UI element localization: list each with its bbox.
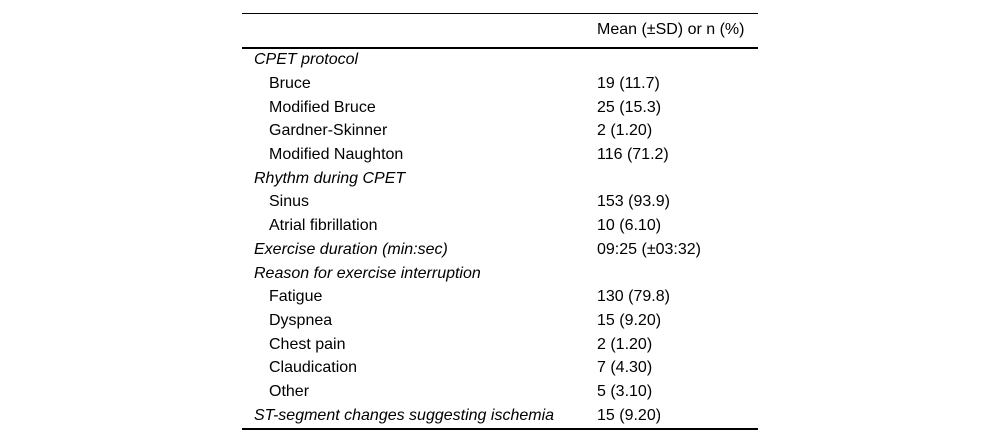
row-value: 15 (9.20) (597, 406, 662, 424)
row-label: Modified Naughton (269, 146, 404, 164)
row-label: Fatigue (269, 288, 323, 306)
cpet-summary-table: Mean (±SD) or n (%) CPET protocol Bruce … (242, 13, 758, 430)
table-row: Atrial fibrillation 10 (6.10) (242, 214, 758, 238)
table-row: CPET protocol (242, 49, 758, 73)
table-row: Reason for exercise interruption (242, 262, 758, 286)
row-value: 25 (15.3) (597, 98, 662, 116)
value-column-header: Mean (±SD) or n (%) (597, 21, 745, 39)
row-label: Reason for exercise interruption (254, 264, 481, 282)
row-value: 153 (93.9) (597, 193, 670, 211)
table-row: Fatigue 130 (79.8) (242, 285, 758, 309)
row-value: 116 (71.2) (597, 146, 669, 164)
row-value: 5 (3.10) (597, 382, 653, 400)
table-body: CPET protocol Bruce 19 (11.7) Modified B… (242, 49, 758, 428)
table-row: Sinus 153 (93.9) (242, 191, 758, 215)
row-label: Atrial fibrillation (269, 217, 378, 235)
row-value: 7 (4.30) (597, 359, 653, 377)
table-row: Modified Naughton 116 (71.2) (242, 143, 758, 167)
row-label: Modified Bruce (269, 98, 376, 116)
row-label: Gardner-Skinner (269, 122, 388, 140)
row-value: 19 (11.7) (597, 75, 660, 93)
table-row: Exercise duration (min:sec) 09:25 (±03:3… (242, 238, 758, 262)
table-row: Dyspnea 15 (9.20) (242, 309, 758, 333)
row-value: 15 (9.20) (597, 311, 662, 329)
table-row: Gardner-Skinner 2 (1.20) (242, 120, 758, 144)
row-label: Rhythm during CPET (254, 169, 406, 187)
row-value: 2 (1.20) (597, 122, 653, 140)
table-row: Modified Bruce 25 (15.3) (242, 96, 758, 120)
table-row: Other 5 (3.10) (242, 380, 758, 404)
row-label: Claudication (269, 359, 358, 377)
table-header-row: Mean (±SD) or n (%) (242, 14, 758, 49)
row-label: CPET protocol (254, 51, 359, 69)
row-value: 130 (79.8) (597, 288, 670, 306)
row-value: 10 (6.10) (597, 217, 662, 235)
row-label: Chest pain (269, 335, 346, 353)
row-label: Dyspnea (269, 311, 333, 329)
row-label: ST-segment changes suggesting ischemia (254, 406, 555, 424)
row-value: 09:25 (±03:32) (597, 240, 701, 258)
table-row: Claudication 7 (4.30) (242, 356, 758, 380)
table-row: Chest pain 2 (1.20) (242, 333, 758, 357)
row-label: Sinus (269, 193, 310, 211)
table-row: Rhythm during CPET (242, 167, 758, 191)
row-value: 2 (1.20) (597, 335, 653, 353)
row-label: Other (269, 382, 310, 400)
row-label: Exercise duration (min:sec) (254, 240, 448, 258)
table-row: Bruce 19 (11.7) (242, 72, 758, 96)
table-row: ST-segment changes suggesting ischemia 1… (242, 404, 758, 428)
row-label: Bruce (269, 75, 311, 93)
